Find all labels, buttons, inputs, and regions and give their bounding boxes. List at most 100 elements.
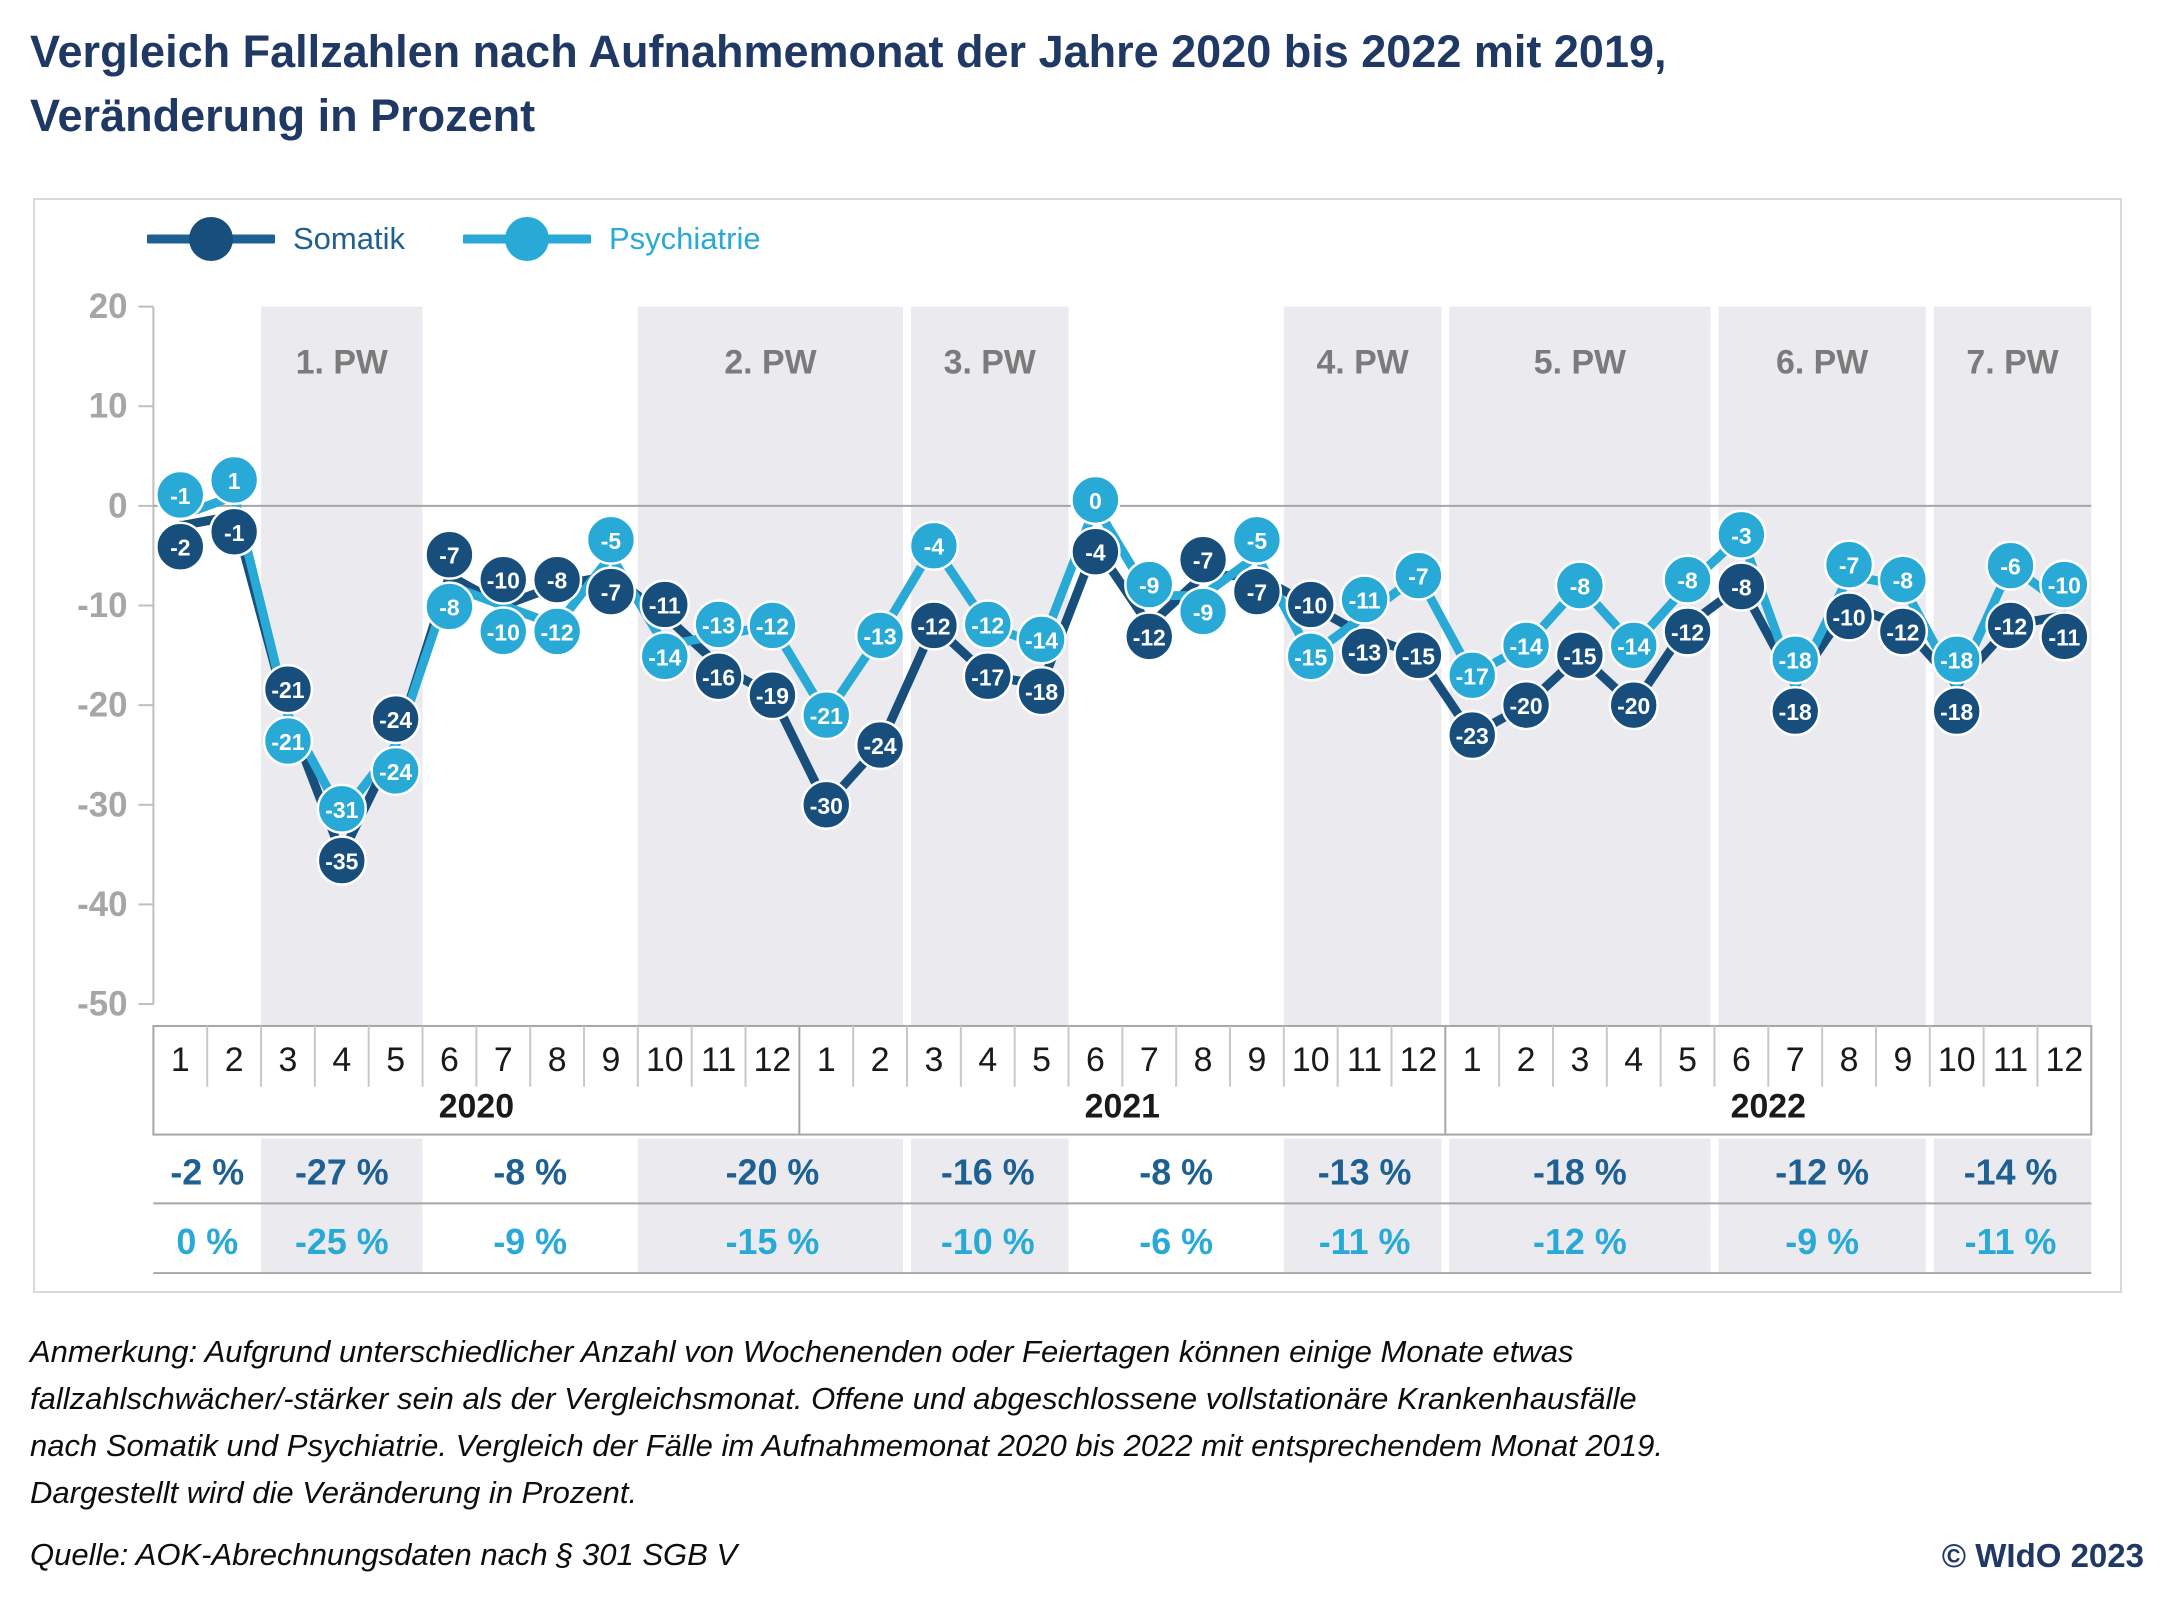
data-point-somatik: -10 bbox=[1823, 591, 1875, 642]
data-point-somatik: -1 bbox=[208, 506, 260, 557]
svg-text:-7: -7 bbox=[1247, 580, 1267, 606]
data-point-somatik: -12 bbox=[1877, 606, 1929, 657]
month-tick-label: 4 bbox=[1624, 1041, 1643, 1079]
month-tick-label: 8 bbox=[1194, 1041, 1213, 1079]
svg-text:-8: -8 bbox=[1570, 574, 1591, 600]
pandemic-wave-label: 6. PW bbox=[1776, 343, 1868, 381]
y-axis-tick-label: 0 bbox=[108, 486, 127, 525]
data-point-somatik: -11 bbox=[2039, 611, 2090, 662]
chart-svg: 1. PW 2. PW 3. PW 4. PW 5. PW 6. PW 7. PW20100… bbox=[77, 287, 2093, 1275]
svg-text:-4: -4 bbox=[924, 534, 945, 560]
data-point-somatik: -30 bbox=[801, 779, 852, 830]
year-label: 2022 bbox=[1731, 1088, 1806, 1126]
data-point-somatik: -16 bbox=[693, 651, 744, 702]
svg-text:-18: -18 bbox=[1779, 647, 1812, 673]
svg-text:1: 1 bbox=[228, 468, 241, 494]
data-point-somatik: -8 bbox=[1716, 561, 1767, 612]
month-tick-label: 10 bbox=[646, 1041, 684, 1079]
pandemic-wave-label: 3. PW bbox=[944, 343, 1036, 381]
svg-text:-7: -7 bbox=[1839, 553, 1859, 579]
svg-text:-2: -2 bbox=[170, 535, 190, 561]
data-point-psychiatrie: -4 bbox=[908, 520, 960, 571]
svg-text:-31: -31 bbox=[325, 797, 358, 823]
data-point-somatik: -13 bbox=[1339, 626, 1390, 677]
data-point-somatik: -23 bbox=[1447, 709, 1498, 761]
month-tick-label: 7 bbox=[494, 1041, 513, 1079]
svg-text:-5: -5 bbox=[601, 528, 622, 554]
svg-text:-7: -7 bbox=[439, 543, 459, 569]
svg-text:-3: -3 bbox=[1731, 523, 1751, 549]
pandemic-wave-band bbox=[1718, 306, 1926, 1026]
data-point-psychiatrie: -14 bbox=[1016, 614, 1067, 665]
data-point-psychiatrie: -7 bbox=[1823, 539, 1875, 590]
month-tick-label: 4 bbox=[978, 1041, 997, 1079]
svg-text:-20: -20 bbox=[1617, 693, 1650, 719]
month-tick-label: 12 bbox=[2046, 1041, 2084, 1079]
month-tick-label: 7 bbox=[1140, 1041, 1159, 1079]
summary-psychiatrie-percent: -10 % bbox=[941, 1222, 1035, 1262]
summary-cell-band bbox=[1933, 1138, 2092, 1274]
page-title-line1: Vergleich Fallzahlen nach Aufnahmemonat … bbox=[30, 26, 1667, 77]
svg-text:-17: -17 bbox=[971, 664, 1004, 690]
data-point-somatik: -18 bbox=[1931, 685, 1982, 737]
svg-text:-12: -12 bbox=[1671, 619, 1704, 645]
month-tick-label: 10 bbox=[1938, 1041, 1976, 1079]
svg-text:-1: -1 bbox=[170, 483, 191, 509]
summary-psychiatrie-percent: -11 % bbox=[1965, 1222, 2057, 1262]
summary-cell-band bbox=[637, 1138, 904, 1274]
pandemic-wave-label: 2. PW bbox=[724, 343, 816, 381]
summary-somatik-percent: -12 % bbox=[1775, 1152, 1869, 1192]
data-point-somatik: -20 bbox=[1608, 679, 1659, 731]
data-point-psychiatrie: -17 bbox=[1447, 650, 1498, 701]
summary-psychiatrie-percent: -25 % bbox=[295, 1222, 389, 1262]
chart-panel: 1. PW 2. PW 3. PW 4. PW 5. PW 6. PW 7. PW 20 10 0… bbox=[33, 198, 2122, 1293]
data-point-psychiatrie: -8 bbox=[1662, 554, 1713, 605]
month-tick-label: 11 bbox=[701, 1041, 736, 1079]
svg-text:-7: -7 bbox=[1193, 548, 1213, 574]
data-point-somatik: -15 bbox=[1554, 630, 1606, 681]
summary-psychiatrie-percent: -12 % bbox=[1533, 1222, 1627, 1262]
month-tick-label: 6 bbox=[1086, 1041, 1105, 1079]
pandemic-wave-label: 4. PW bbox=[1316, 343, 1408, 381]
data-point-psychiatrie: -9 bbox=[1124, 559, 1175, 610]
psychiatrie-line-marker-icon bbox=[462, 217, 591, 261]
svg-text:0: 0 bbox=[1089, 488, 1102, 514]
somatik-line-marker-icon bbox=[147, 217, 275, 261]
data-point-psychiatrie: -5 bbox=[1231, 514, 1283, 565]
footnote-line: Dargestellt wird die Veränderung in Proz… bbox=[30, 1475, 638, 1510]
svg-text:-18: -18 bbox=[1025, 679, 1058, 705]
svg-text:-10: -10 bbox=[487, 568, 520, 594]
data-point-psychiatrie: -12 bbox=[531, 606, 583, 657]
svg-text:-6: -6 bbox=[2000, 554, 2020, 580]
summary-somatik-percent: -13 % bbox=[1318, 1152, 1412, 1192]
summary-psychiatrie-percent: 0 % bbox=[176, 1222, 238, 1262]
data-point-psychiatrie: -8 bbox=[424, 581, 475, 632]
month-tick-label: 6 bbox=[440, 1041, 459, 1079]
svg-text:-14: -14 bbox=[1025, 627, 1058, 653]
year-label: 2021 bbox=[1085, 1088, 1160, 1126]
data-point-somatik: -4 bbox=[1070, 526, 1121, 577]
summary-psychiatrie-percent: -6 % bbox=[1139, 1222, 1213, 1262]
data-point-psychiatrie: -10 bbox=[478, 606, 529, 657]
month-tick-label: 12 bbox=[1400, 1041, 1438, 1079]
y-axis-tick-label: 20 bbox=[89, 287, 128, 326]
summary-somatik-percent: -20 % bbox=[726, 1152, 820, 1192]
y-axis-tick-label: -50 bbox=[77, 985, 127, 1024]
svg-text:-11: -11 bbox=[1349, 588, 1381, 614]
month-tick-label: 8 bbox=[1840, 1041, 1859, 1079]
svg-text:-14: -14 bbox=[648, 644, 681, 670]
svg-text:-20: -20 bbox=[1510, 693, 1543, 719]
svg-text:-9: -9 bbox=[1193, 599, 1213, 625]
month-tick-label: 1 bbox=[1463, 1041, 1482, 1079]
summary-somatik-percent: -2 % bbox=[170, 1152, 244, 1192]
data-point-somatik: -8 bbox=[531, 554, 583, 605]
data-point-somatik: -10 bbox=[1285, 579, 1336, 630]
footnote-line: nach Somatik und Psychiatrie. Vergleich … bbox=[30, 1428, 1663, 1463]
data-point-psychiatrie: -5 bbox=[585, 514, 637, 565]
svg-text:-24: -24 bbox=[379, 759, 412, 785]
svg-text:-12: -12 bbox=[756, 613, 789, 639]
footnote-line: Anmerkung: Aufgrund unterschiedlicher An… bbox=[30, 1334, 1574, 1369]
summary-cell-band bbox=[1449, 1138, 1711, 1274]
summary-cell-band bbox=[261, 1138, 423, 1274]
svg-text:-11: -11 bbox=[2048, 624, 2080, 650]
